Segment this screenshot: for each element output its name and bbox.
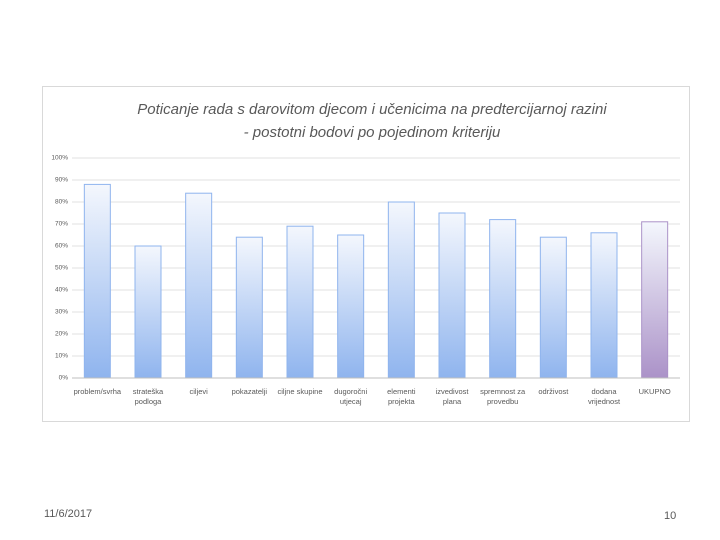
x-tick-label: održivost: [538, 387, 569, 396]
y-tick-label: 60%: [55, 243, 68, 250]
bar: [83, 183, 111, 379]
y-tick-label: 30%: [55, 309, 68, 316]
bar: [438, 212, 466, 379]
y-tick-label: 90%: [55, 177, 68, 184]
x-tick-label: dodana vrijednost: [587, 387, 621, 406]
bar: [337, 234, 365, 379]
y-tick-label: 80%: [55, 199, 68, 206]
bar: [387, 201, 415, 379]
bar: [185, 192, 213, 379]
x-tick-label: ciljevi: [189, 387, 208, 396]
x-tick-label: dugoročni utjecaj: [334, 387, 368, 406]
x-tick-label: pokazatelji: [231, 387, 268, 396]
bar: [590, 232, 618, 379]
x-tick-label: spremnost za provedbu: [480, 387, 526, 406]
x-tick-label: problem/svrha: [73, 387, 122, 396]
x-tick-label: elementi projekta: [387, 387, 416, 406]
x-tick-label: izvedivost plana: [435, 387, 469, 406]
x-tick-label: strateška podloga: [132, 387, 164, 406]
bar: [286, 225, 314, 379]
y-tick-label: 10%: [55, 353, 68, 360]
slide-date: 11/6/2017: [44, 508, 93, 520]
bar: [235, 236, 263, 379]
x-tick-label: UKUPNO: [638, 387, 671, 396]
y-tick-label: 70%: [55, 221, 68, 228]
y-tick-label: 20%: [55, 331, 68, 338]
y-tick-label: 100%: [51, 155, 68, 162]
chart-subtitle: - postotni bodovi po pojedinom kriteriju: [244, 124, 501, 141]
y-tick-label: 40%: [55, 287, 68, 294]
bar: [539, 236, 567, 379]
page-number: 10: [664, 510, 677, 522]
y-tick-label: 0%: [59, 375, 69, 382]
bar: [641, 221, 669, 379]
bar: [489, 219, 517, 379]
x-tick-label: ciljne skupine: [277, 387, 323, 396]
y-tick-label: 50%: [55, 265, 68, 272]
chart-title: Poticanje rada s darovitom djecom i učen…: [137, 101, 607, 118]
bar: [134, 245, 162, 379]
chart-frame: [42, 86, 690, 422]
